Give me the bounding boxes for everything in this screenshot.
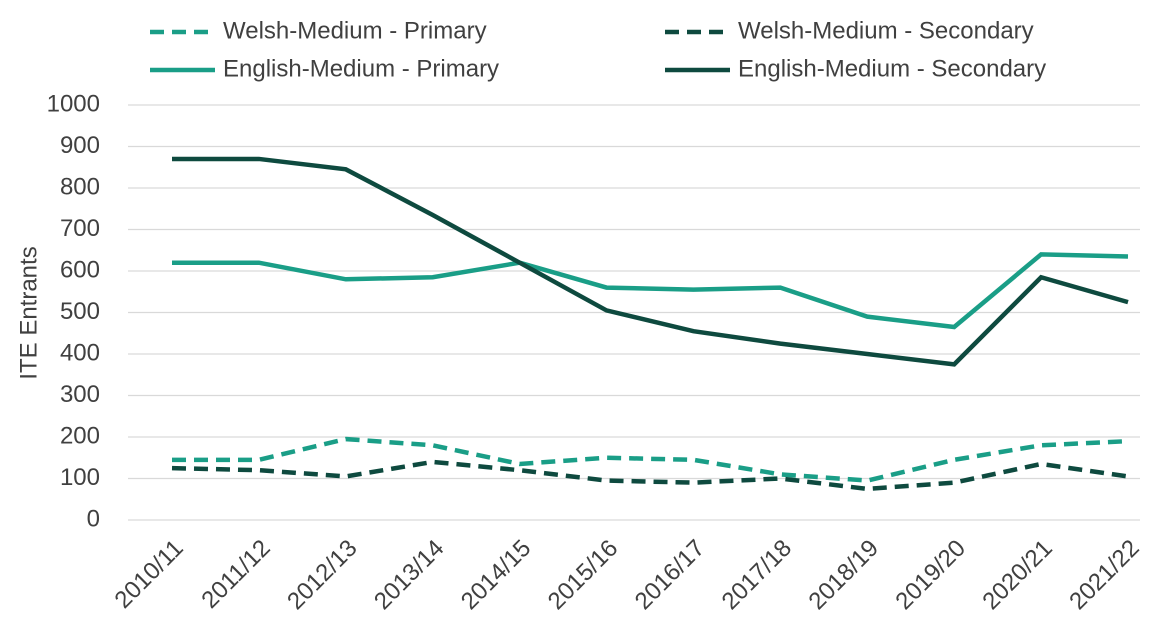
x-tick-label: 2015/16 [543,535,623,615]
y-tick-label: 500 [60,298,100,325]
x-tick-label: 2014/15 [456,535,536,615]
legend-label: Welsh-Medium - Secondary [738,17,1034,44]
y-tick-label: 700 [60,215,100,242]
y-tick-label: 900 [60,132,100,159]
legend-label: English-Medium - Secondary [738,55,1046,82]
x-tick-label: 2017/18 [717,535,797,615]
line-series [172,156,1129,367]
legend-label: Welsh-Medium - Primary [223,17,487,44]
x-tick-label: 2020/21 [977,535,1057,615]
y-tick-label: 400 [60,339,100,366]
line-series [172,252,1129,330]
x-tick-label: 2010/11 [110,535,189,614]
y-tick-label: 600 [60,256,100,283]
x-tick-label: 2013/14 [369,535,449,615]
y-tick-label: 800 [60,173,100,200]
x-tick-label: 2018/19 [804,535,884,615]
legend-label: English-Medium - Primary [223,55,499,82]
line-series [172,436,1129,483]
x-tick-label: 2019/20 [890,535,970,615]
y-axis-label: ITE Entrants [15,246,42,379]
x-tick-label: 2016/17 [630,535,710,615]
x-tick-label: 2021/22 [1064,535,1144,615]
y-tick-label: 0 [87,505,100,532]
x-tick-label: 2011/12 [196,535,275,614]
x-tick-label: 2012/13 [282,535,362,615]
y-tick-label: 300 [60,381,100,408]
y-tick-label: 100 [60,464,100,491]
y-tick-label: 1000 [47,90,100,117]
y-tick-label: 200 [60,422,100,449]
line-series [171,459,1129,492]
